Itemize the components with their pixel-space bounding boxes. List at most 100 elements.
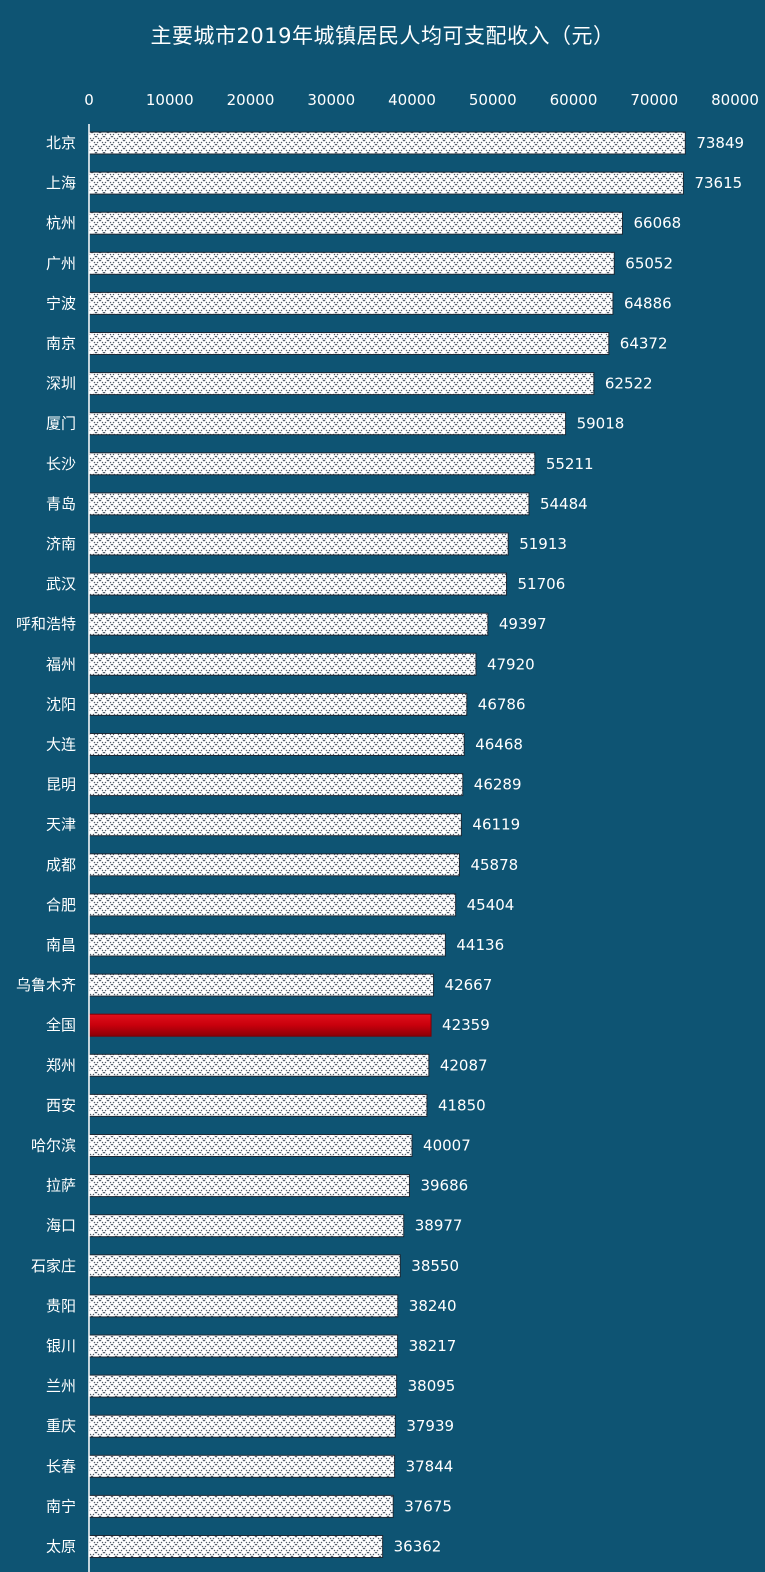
value-label: 46786 (478, 695, 526, 713)
bar (88, 933, 446, 957)
value-label: 42667 (445, 976, 493, 994)
value-label: 42359 (442, 1016, 490, 1034)
bar (88, 131, 686, 155)
category-label: 大连 (46, 736, 76, 754)
value-label: 38977 (415, 1217, 463, 1235)
bar (88, 733, 465, 756)
category-label: 全国 (46, 1016, 76, 1034)
x-tick-label: 80000 (711, 91, 759, 109)
bar (88, 1214, 405, 1238)
bar-highlight (88, 1013, 432, 1037)
bar (88, 452, 536, 476)
bar (88, 412, 567, 436)
value-label: 62522 (605, 375, 653, 393)
x-tick-label: 50000 (469, 91, 517, 109)
bar (88, 372, 595, 396)
value-label: 37939 (406, 1417, 454, 1435)
value-label: 64372 (620, 335, 668, 353)
category-label: 重庆 (46, 1417, 76, 1435)
bar (88, 692, 468, 716)
bar (88, 211, 623, 235)
value-label: 41850 (438, 1096, 486, 1114)
value-label: 38095 (408, 1377, 456, 1395)
value-label: 37675 (404, 1497, 452, 1515)
bar (88, 1294, 399, 1318)
x-tick-label: 40000 (388, 91, 436, 109)
bar (88, 1053, 430, 1077)
value-label: 46289 (474, 776, 522, 794)
category-label: 济南 (46, 535, 76, 553)
bar (88, 532, 509, 556)
bar (88, 1494, 394, 1518)
category-label: 兰州 (46, 1377, 76, 1395)
category-label: 拉萨 (46, 1177, 76, 1195)
bar (88, 1254, 401, 1278)
category-label: 宁波 (46, 294, 76, 312)
x-tick-label: 70000 (630, 91, 678, 109)
x-tick-label: 10000 (146, 91, 194, 109)
value-label: 73849 (696, 134, 744, 152)
category-label: 石家庄 (31, 1257, 76, 1275)
value-label: 38550 (411, 1257, 459, 1275)
category-label: 成都 (46, 856, 76, 874)
bar (88, 1134, 413, 1157)
bar (88, 1454, 396, 1478)
value-label: 36362 (394, 1538, 442, 1556)
bar (88, 1374, 398, 1398)
bar (88, 1535, 384, 1558)
value-label: 66068 (633, 214, 681, 232)
category-label: 北京 (46, 134, 76, 152)
category-label: 福州 (46, 655, 76, 673)
value-label: 40007 (423, 1137, 471, 1155)
bar (88, 612, 489, 636)
category-label: 天津 (46, 816, 76, 834)
value-label: 73615 (694, 174, 742, 192)
value-label: 46468 (475, 736, 523, 754)
category-label: 乌鲁木齐 (16, 976, 76, 994)
category-label: 深圳 (46, 375, 76, 393)
value-label: 37844 (406, 1457, 454, 1475)
category-label: 青岛 (46, 495, 76, 513)
value-label: 39686 (420, 1177, 468, 1195)
category-label: 呼和浩特 (16, 615, 76, 633)
x-tick-label: 0 (84, 91, 94, 109)
bar (88, 1174, 410, 1198)
category-label: 杭州 (46, 214, 76, 232)
value-label: 38217 (409, 1337, 457, 1355)
category-label: 贵阳 (46, 1297, 76, 1315)
category-label: 西安 (46, 1096, 76, 1114)
category-label: 沈阳 (46, 695, 76, 713)
category-label: 海口 (46, 1217, 76, 1235)
x-tick-label: 30000 (307, 91, 355, 109)
value-label: 51913 (519, 535, 567, 553)
category-label: 哈尔滨 (31, 1137, 76, 1155)
bar (88, 853, 460, 877)
category-label: 太原 (46, 1538, 76, 1556)
bar (88, 773, 464, 797)
value-label: 54484 (540, 495, 588, 513)
value-label: 38240 (409, 1297, 457, 1315)
bar (88, 291, 614, 315)
category-label: 长沙 (46, 455, 76, 473)
category-label: 昆明 (46, 776, 76, 794)
value-label: 45878 (470, 856, 518, 874)
category-label: 厦门 (46, 415, 76, 433)
bar (88, 1414, 396, 1438)
category-label: 长春 (46, 1457, 76, 1475)
value-label: 59018 (577, 415, 625, 433)
value-label: 42087 (440, 1056, 488, 1074)
value-label: 65052 (625, 254, 673, 272)
chart-title: 主要城市2019年城镇居民人均可支配收入（元） (150, 24, 615, 48)
value-label: 49397 (499, 615, 547, 633)
bar (88, 332, 610, 355)
bar (88, 251, 615, 275)
bar (88, 652, 477, 676)
category-label: 郑州 (46, 1056, 76, 1074)
category-label: 南宁 (46, 1497, 76, 1515)
value-label: 47920 (487, 655, 535, 673)
category-label: 南京 (46, 335, 76, 353)
bar (88, 171, 684, 195)
category-label: 南昌 (46, 936, 76, 954)
